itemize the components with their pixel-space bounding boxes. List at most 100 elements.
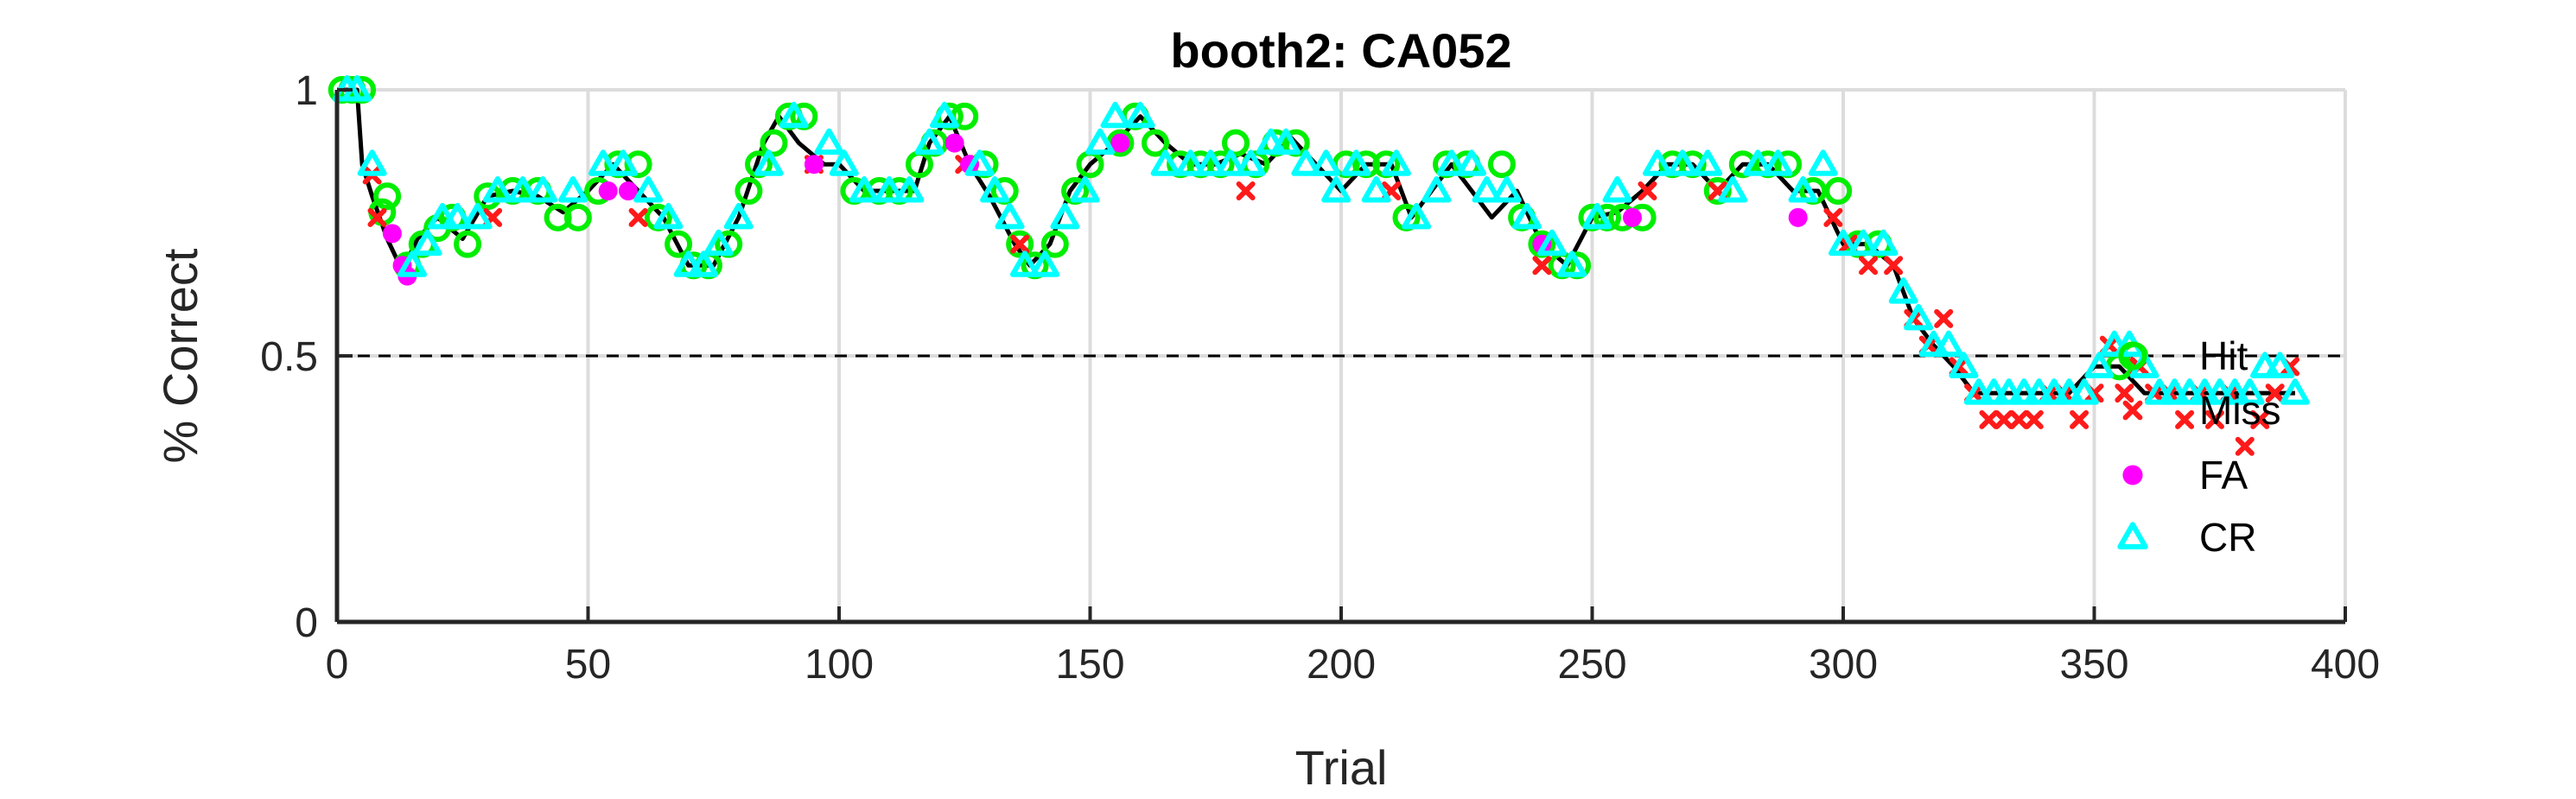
hit-marker	[373, 182, 402, 211]
hit-marker	[1487, 150, 1516, 179]
miss-marker	[2024, 409, 2044, 429]
legend-hit-marker	[2118, 341, 2147, 371]
fa-marker	[945, 133, 964, 153]
x-tick-label: 350	[2059, 642, 2128, 688]
cr-marker	[653, 202, 684, 230]
cr-marker	[1904, 303, 1934, 331]
miss-marker	[2265, 384, 2285, 403]
tick-labels: 0 50 100 150 200 250 300 350 400 0 0.5 1	[260, 68, 2380, 688]
cr-marker	[588, 149, 618, 176]
cr-marker	[829, 149, 859, 176]
legend-hit-label: Hit	[2199, 333, 2248, 378]
chart-title: booth2: CA052	[1170, 23, 1511, 78]
fa-marker	[1110, 133, 1130, 153]
cr-marker	[894, 176, 925, 203]
hit-marker	[760, 129, 788, 157]
legend-miss-marker	[2122, 400, 2143, 421]
cr-marker	[779, 101, 809, 129]
cr-marker	[2235, 378, 2265, 405]
cr-marker	[1848, 229, 1879, 257]
cr-marker	[1492, 176, 1522, 203]
cr-marker	[1868, 229, 1899, 257]
y-tick-label: 0.5	[260, 334, 318, 380]
cr-marker	[875, 176, 905, 203]
hit-marker	[474, 182, 502, 211]
x-tick-label: 200	[1307, 642, 1376, 688]
cr-marker	[1934, 330, 1964, 358]
y-tick-label: 0	[295, 600, 318, 646]
legend-fa-label: FA	[2199, 453, 2248, 498]
fa-marker	[598, 181, 618, 201]
cr-marker	[2069, 378, 2099, 405]
cr-marker	[1511, 202, 1542, 230]
cr-marker	[980, 176, 1010, 203]
hit-marker	[1221, 129, 1250, 157]
miss-marker	[1884, 256, 1904, 276]
hit-marker	[1824, 177, 1853, 206]
cr-marker	[528, 176, 558, 203]
miss-marker	[1994, 409, 2013, 429]
trial-markers	[328, 75, 2310, 456]
cr-marker	[1718, 176, 1748, 203]
miss-marker	[628, 207, 648, 227]
cr-marker	[689, 250, 719, 277]
miss-marker	[2204, 409, 2224, 429]
cr-marker	[1949, 352, 1979, 378]
cr-marker	[1311, 149, 1341, 176]
x-tick-label: 150	[1055, 642, 1124, 688]
hit-marker	[1006, 230, 1034, 258]
fa-marker	[804, 155, 824, 174]
cr-marker	[633, 176, 664, 203]
cr-marker	[814, 128, 844, 155]
cr-marker	[754, 149, 784, 176]
hit-marker	[1703, 177, 1732, 206]
cr-marker	[723, 202, 754, 230]
cr-marker	[1602, 176, 1632, 203]
cr-marker	[1829, 229, 1858, 257]
cr-marker	[1100, 101, 1130, 129]
cr-marker	[849, 176, 880, 203]
series-fa	[382, 133, 1808, 286]
miss-marker	[2115, 384, 2134, 403]
miss-marker	[1979, 409, 1999, 429]
miss-marker	[2250, 409, 2270, 429]
cr-marker	[995, 202, 1025, 230]
cr-marker	[357, 149, 387, 176]
hit-marker	[1728, 150, 1757, 179]
cr-marker	[1341, 149, 1371, 176]
series-cr	[332, 75, 2310, 405]
cr-marker	[2265, 352, 2295, 378]
cr-marker	[1050, 202, 1080, 230]
cr-marker	[1643, 149, 1673, 176]
cr-marker	[1743, 149, 1773, 176]
cr-marker	[1271, 128, 1301, 155]
cr-marker	[608, 149, 639, 176]
cr-marker	[1668, 149, 1698, 176]
cr-marker	[1763, 149, 1793, 176]
cr-marker	[1030, 250, 1060, 277]
cr-marker	[2084, 352, 2115, 378]
fa-marker	[1622, 207, 1642, 227]
cr-marker	[964, 149, 995, 176]
legend-cr-label: CR	[2199, 515, 2256, 560]
cr-marker	[1381, 149, 1411, 176]
x-tick-label: 50	[565, 642, 611, 688]
miss-marker	[1010, 234, 1030, 254]
miss-marker	[1934, 308, 1954, 328]
cr-marker	[1788, 176, 1818, 203]
cr-marker	[703, 229, 734, 257]
miss-marker	[2009, 409, 2029, 429]
x-tick-label: 0	[326, 642, 349, 688]
cr-marker	[1070, 176, 1100, 203]
hit-marker	[1040, 230, 1069, 258]
cr-marker	[412, 229, 442, 257]
x-tick-label: 250	[1557, 642, 1626, 688]
miss-marker	[1638, 181, 1657, 201]
cr-marker	[1085, 128, 1116, 155]
legend-fa-marker	[2122, 465, 2143, 485]
cr-marker	[1125, 101, 1155, 129]
miss-marker	[1859, 256, 1879, 276]
miss-marker	[1823, 207, 1843, 227]
cr-marker	[2280, 378, 2310, 405]
